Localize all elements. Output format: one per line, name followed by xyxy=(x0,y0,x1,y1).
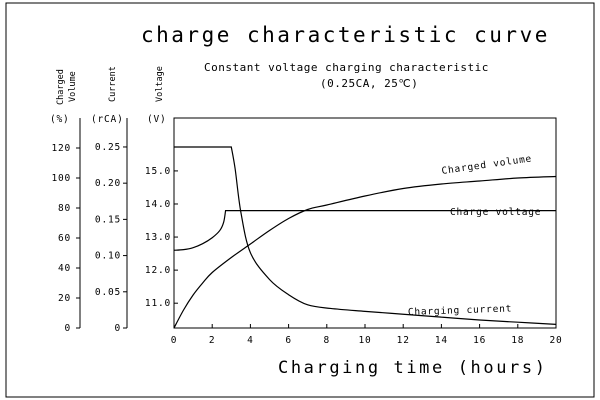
x-tick-label: 14 xyxy=(435,335,448,346)
voltage-tick-label: 12.0 xyxy=(145,265,171,276)
x-tick-label: 18 xyxy=(511,335,524,346)
charged-volume-axis-label-line1: Charged xyxy=(56,69,66,105)
y-tick-label: 40 xyxy=(58,263,71,274)
current-axis-label: Current xyxy=(108,66,118,102)
series-charged-volume-line xyxy=(173,175,557,329)
voltage-tick-label: 14.0 xyxy=(145,199,171,210)
current-ticks: 0 0.05 0.10 0.15 0.20 0.25 xyxy=(95,142,127,334)
x-tick-label: 0 xyxy=(171,335,178,346)
series-group xyxy=(173,146,557,329)
x-tick-label: 20 xyxy=(549,335,562,346)
x-tick-label: 16 xyxy=(473,335,486,346)
chart-frame xyxy=(5,2,595,398)
x-tick-label: 2 xyxy=(209,335,216,346)
series-charging-current-line xyxy=(174,146,557,325)
y-tick-label: 0.20 xyxy=(95,178,121,189)
y-tick-label: 0 xyxy=(114,323,121,334)
y-tick-label: 0.05 xyxy=(95,287,121,298)
voltage-tick-label: 13.0 xyxy=(145,232,171,243)
series-label-charging-current: Charging current xyxy=(408,303,513,318)
y-tick-label: 100 xyxy=(51,173,71,184)
x-tick-label: 10 xyxy=(358,335,371,346)
voltage-tick-label: 15.0 xyxy=(145,166,171,177)
x-ticks: 0 2 4 6 8 10 12 14 16 18 20 xyxy=(171,324,562,346)
charged-volume-axis-label-line2: Volume xyxy=(68,71,78,102)
chart-subtitle-line2: (0.25CA, 25℃) xyxy=(320,77,418,90)
y-tick-label: 0.25 xyxy=(95,142,121,153)
y-tick-label: 0.15 xyxy=(95,214,121,225)
x-tick-label: 6 xyxy=(285,335,292,346)
y-tick-label: 80 xyxy=(58,203,71,214)
voltage-tick-label: 11.0 xyxy=(145,298,171,309)
y-tick-label: 60 xyxy=(58,233,71,244)
voltage-unit: (V) xyxy=(147,114,167,125)
voltage-ticks: 11.0 12.0 13.0 14.0 15.0 xyxy=(145,166,178,309)
series-charge-voltage-line xyxy=(173,209,556,251)
x-tick-label: 12 xyxy=(397,335,410,346)
y-tick-label: 0 xyxy=(64,323,71,334)
voltage-axis-label: Voltage xyxy=(155,66,165,102)
y-tick-label: 20 xyxy=(58,293,71,304)
charged-volume-unit: (%) xyxy=(50,114,70,125)
charged-volume-ticks: 0 20 40 60 80 100 120 xyxy=(51,143,80,334)
x-axis-label: Charging time (hours) xyxy=(278,358,548,378)
y-tick-label: 0.10 xyxy=(95,251,121,262)
chart-title: charge characteristic curve xyxy=(141,23,550,47)
x-tick-label: 4 xyxy=(247,335,254,346)
x-tick-label: 8 xyxy=(324,335,331,346)
current-unit: (rCA) xyxy=(91,114,124,125)
series-label-charge-voltage: Charge voltage xyxy=(450,207,541,218)
y-tick-label: 120 xyxy=(51,143,71,154)
chart-subtitle-line1: Constant voltage charging characteristic xyxy=(204,61,489,74)
